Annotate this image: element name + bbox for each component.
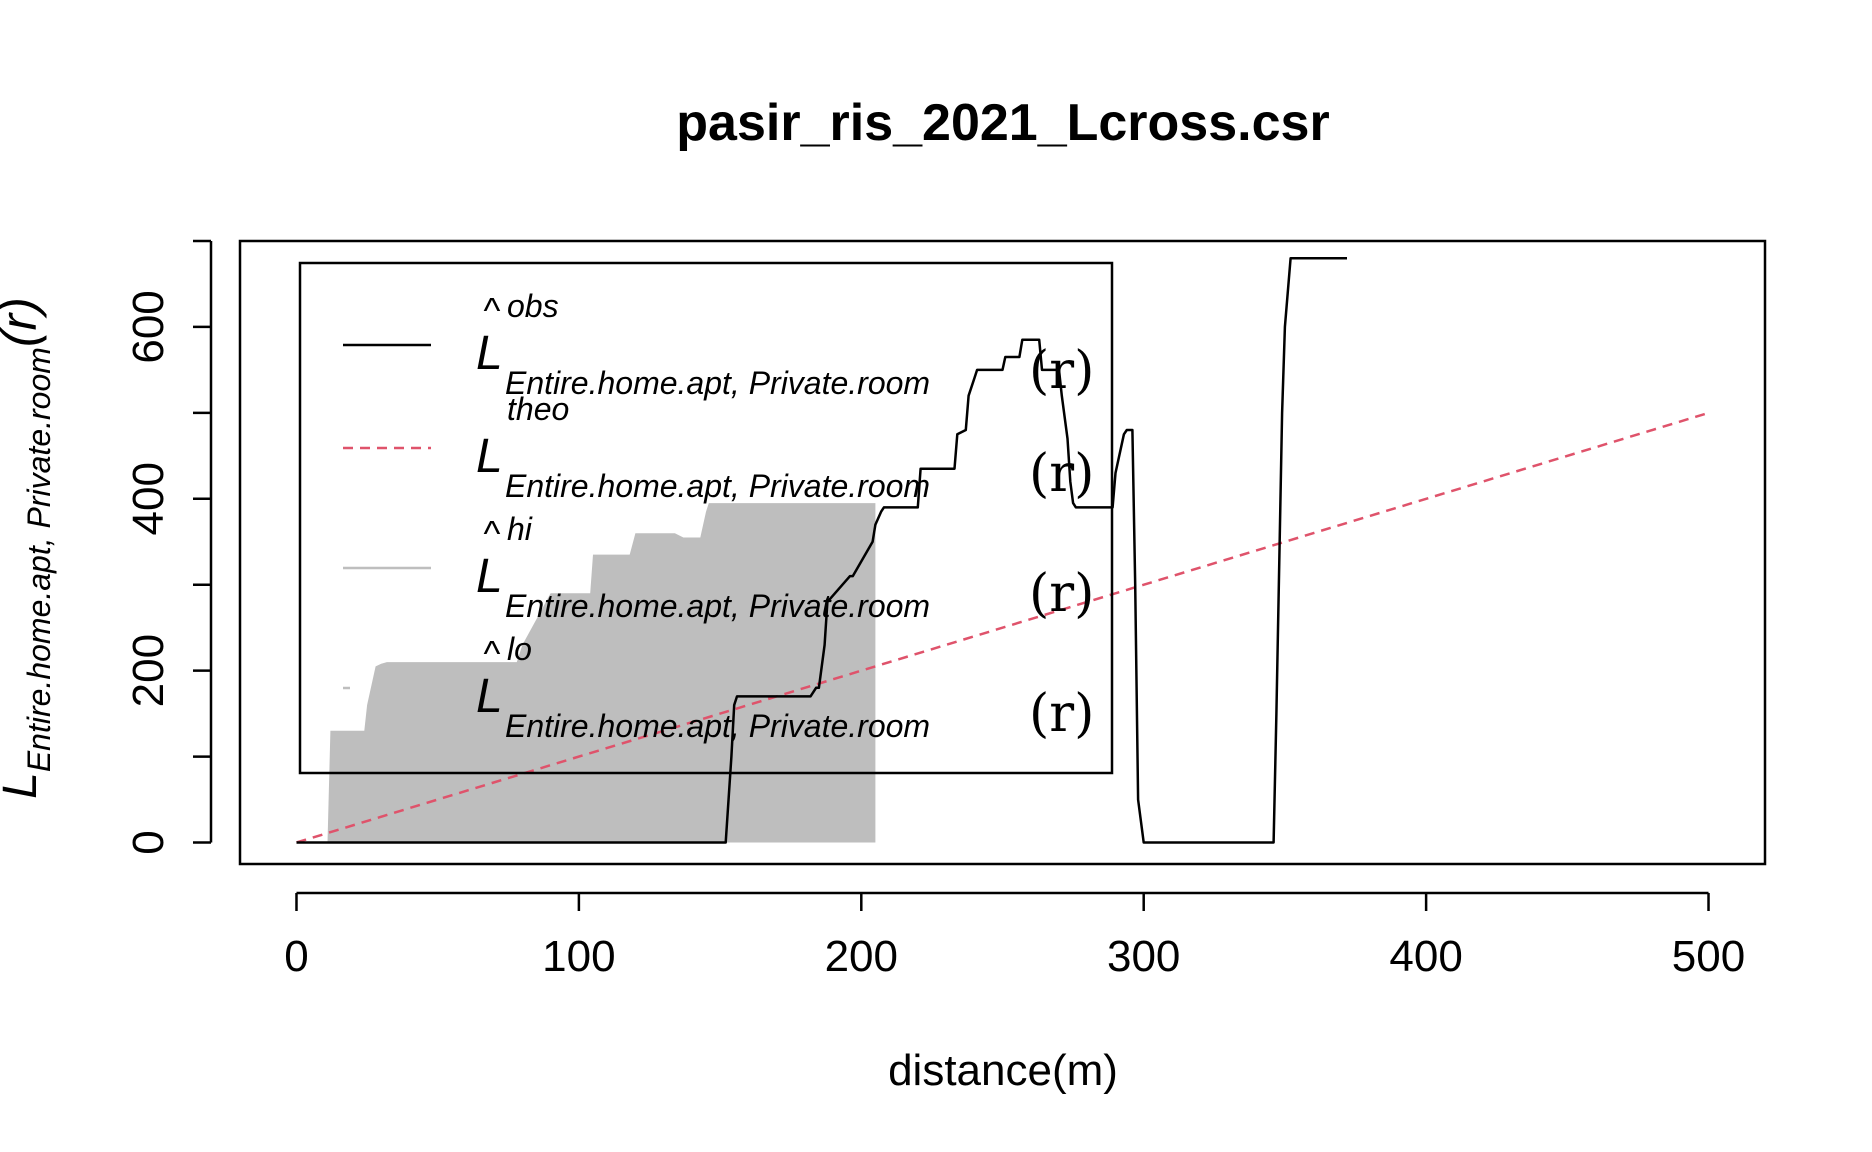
legend-sub-obs: Entire.home.apt, Private.room [505, 365, 930, 401]
y-axis-label: LEntire.home.apt, Private.room(r) [0, 297, 57, 799]
svg-text:LEntire.home.apt, Private.room: LEntire.home.apt, Private.room(r) [0, 297, 57, 799]
legend-sup-theo: theo [507, 391, 569, 427]
legend-sub-hi: Entire.home.apt, Private.room [505, 588, 930, 624]
obs-line [296, 256, 1347, 844]
legend-suffix-hi: (r) [1029, 564, 1094, 624]
legend-hat-hi: ^ [484, 513, 501, 554]
plot-frame [238, 239, 1767, 866]
x-tick-label: 500 [1672, 932, 1745, 981]
y-tick-label: 200 [124, 634, 173, 707]
y-axis-label-subscript: Entire.home.apt, Private.room [21, 347, 57, 772]
chart-title: pasir_ris_2021_Lcross.csr [676, 94, 1329, 152]
legend-main-lo: L [476, 670, 503, 723]
axes-layer: 0 100 200 300 400 500 0 200 400 600 [124, 239, 1745, 981]
legend-main-obs: L [476, 327, 503, 380]
legend-sup-obs: obs [507, 288, 559, 324]
legend-main-hi: L [476, 550, 503, 603]
y-tick-label: 0 [124, 830, 173, 854]
x-tick-label: 200 [825, 932, 898, 981]
legend-box [298, 261, 1114, 775]
legend-hat-lo: ^ [484, 633, 501, 674]
legend-sup-lo: lo [507, 631, 532, 667]
x-axis-label: distance(m) [888, 1046, 1118, 1095]
legend-suffix-theo: (r) [1029, 444, 1094, 504]
legend-suffix-lo: (r) [1029, 684, 1094, 744]
legend-suffix-obs: (r) [1029, 341, 1094, 401]
x-tick-label: 400 [1389, 932, 1462, 981]
series-layer [296, 256, 1709, 844]
theo-line [296, 411, 1709, 844]
legend-entry-lo: ^Llo Entire.home.apt, Private.room (r) [343, 631, 1094, 744]
legend-main-theo: L [476, 430, 503, 483]
legend-sup-hi: hi [507, 511, 533, 547]
x-tick-label: 300 [1107, 932, 1180, 981]
legend-sub-theo: Entire.home.apt, Private.room [505, 468, 930, 504]
legend-hat-obs: ^ [484, 290, 501, 331]
y-tick-label: 600 [124, 290, 173, 363]
x-tick-label: 0 [284, 932, 308, 981]
y-tick-label: 400 [124, 462, 173, 535]
legend-sub-lo: Entire.home.apt, Private.room [505, 708, 930, 744]
legend-entry-hi: ^Lhi Entire.home.apt, Private.room (r) [343, 511, 1094, 624]
y-axis-label-suffix: (r) [0, 297, 47, 347]
y-axis-label-main: L [0, 772, 47, 799]
x-tick-label: 100 [542, 932, 615, 981]
